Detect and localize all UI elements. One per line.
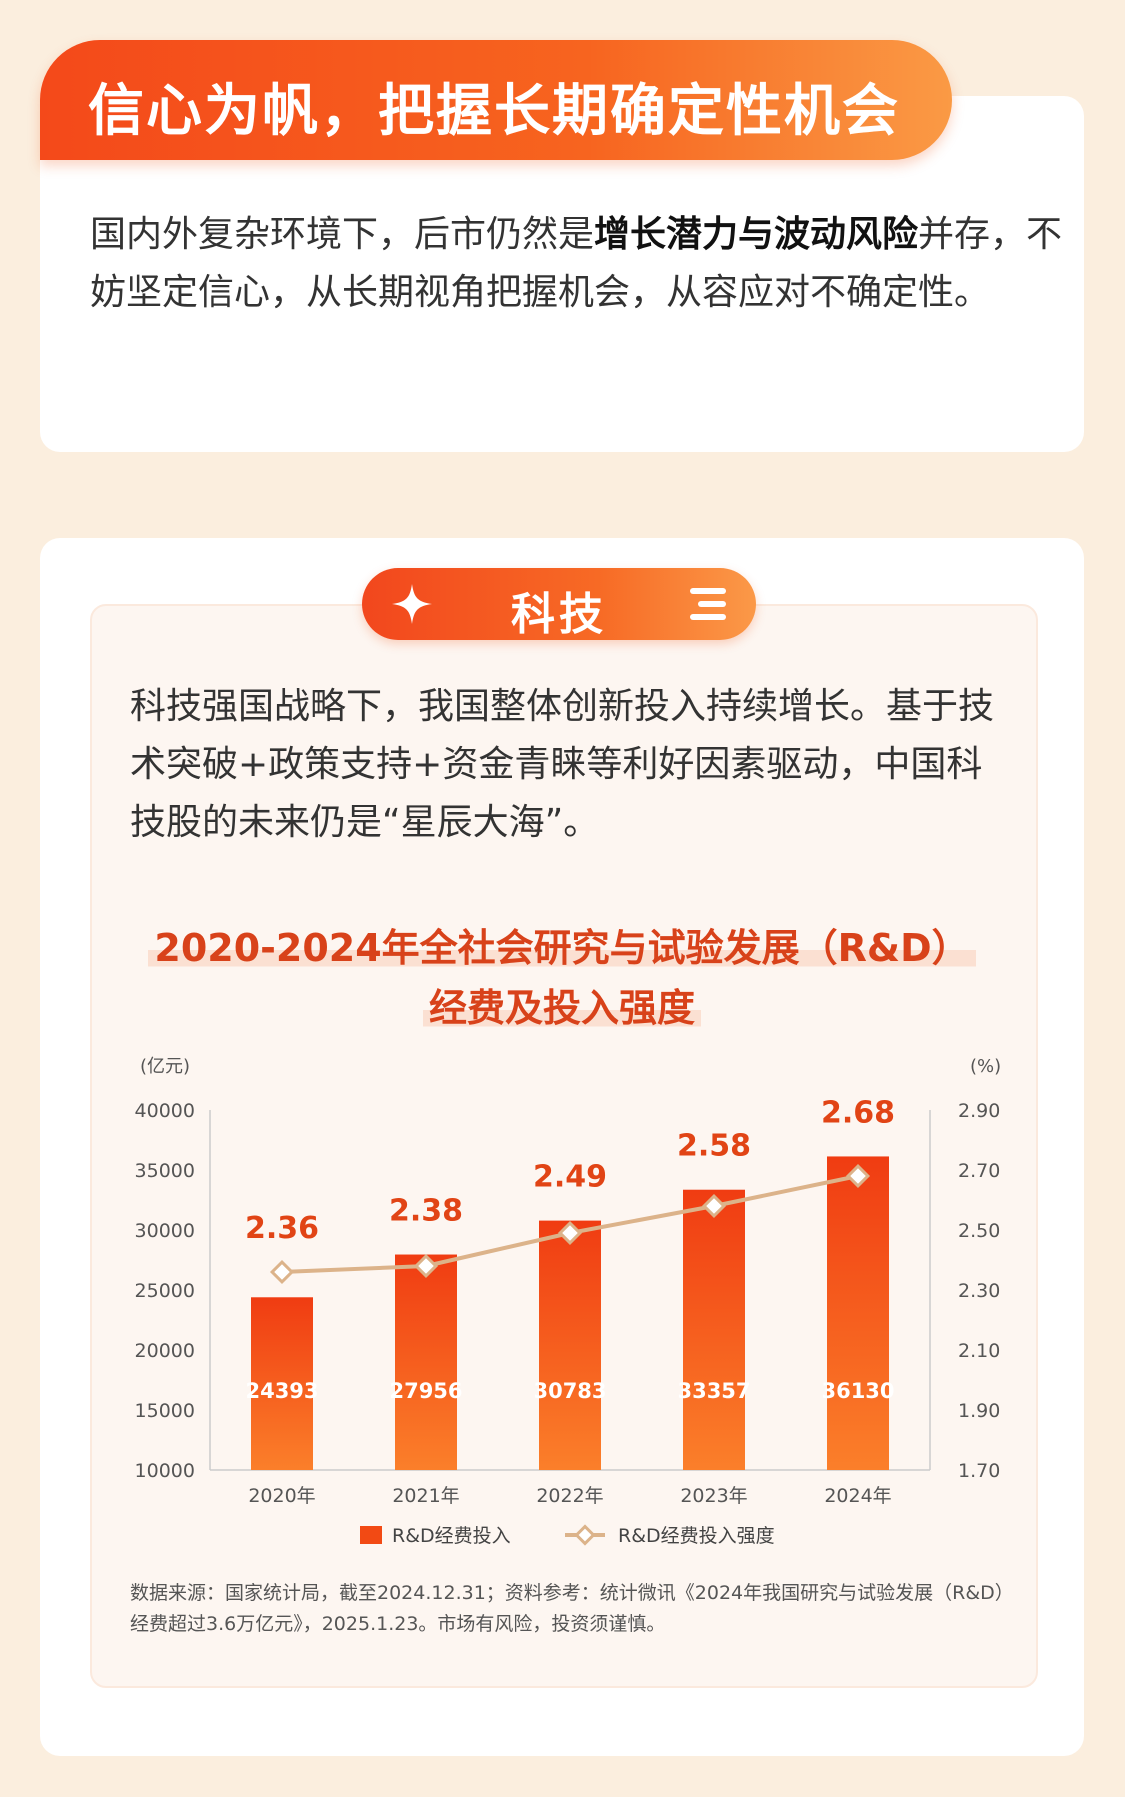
right-tick-label: 2.30 <box>958 1280 1000 1302</box>
left-tick-label: 35000 <box>135 1160 195 1182</box>
right-tick-label: 2.10 <box>958 1340 1000 1362</box>
x-tick-label: 2020年 <box>248 1485 315 1507</box>
point-value-label: 2.68 <box>821 1095 895 1130</box>
bar <box>539 1220 601 1470</box>
section-pill: 科技 <box>362 568 756 640</box>
legend-bar-swatch <box>360 1526 382 1544</box>
bar-value-label: 33357 <box>677 1379 750 1403</box>
x-tick-label: 2024年 <box>824 1485 891 1507</box>
x-tick-label: 2021年 <box>392 1485 459 1507</box>
bar <box>251 1297 313 1470</box>
right-tick-label: 1.90 <box>958 1400 1000 1422</box>
point-value-label: 2.58 <box>677 1129 751 1164</box>
intro-text: 国内外复杂环境下，后市仍然是增长潜力与波动风险并存，不妨坚定信心，从长期视角把握… <box>90 206 1080 322</box>
bar-value-label: 30783 <box>533 1379 606 1403</box>
chart-title-line1: 2020-2024年全社会研究与试验发展（R&D） <box>148 926 976 970</box>
title-banner: 信心为帆，把握长期确定性机会 <box>40 40 952 160</box>
section-title: 科技 <box>511 589 607 640</box>
point-value-label: 2.49 <box>533 1160 607 1195</box>
left-tick-label: 30000 <box>135 1220 195 1242</box>
x-tick-label: 2022年 <box>536 1485 603 1507</box>
line-point <box>701 1193 727 1219</box>
chart-title: 2020-2024年全社会研究与试验发展（R&D） 经费及投入强度 <box>40 918 1084 1038</box>
left-tick-label: 40000 <box>135 1100 195 1122</box>
tech-panel <box>90 604 1038 1688</box>
line-point <box>845 1163 871 1189</box>
page-title: 信心为帆，把握长期确定性机会 <box>88 79 900 144</box>
bar <box>395 1254 457 1470</box>
right-tick-label: 1.70 <box>958 1460 1000 1482</box>
bar <box>827 1156 889 1470</box>
sparkle-icon <box>392 584 432 624</box>
bar-value-label: 36130 <box>821 1379 894 1403</box>
legend-bar-label: R&D经费投入 <box>392 1525 511 1547</box>
source-note: 数据来源：国家统计局，截至2024.12.31；资料参考：统计微讯《2024年我… <box>130 1582 1005 1635</box>
line-point <box>413 1253 439 1279</box>
line-point <box>269 1259 295 1285</box>
legend-line-label: R&D经费投入强度 <box>618 1525 775 1547</box>
left-axis-unit: (亿元) <box>140 1056 190 1077</box>
bar <box>683 1189 745 1470</box>
bar-value-label: 27956 <box>389 1379 462 1403</box>
right-tick-label: 2.90 <box>958 1100 1000 1122</box>
bar-value-label: 24393 <box>245 1379 318 1403</box>
legend-line-marker <box>574 1524 596 1546</box>
right-tick-label: 2.50 <box>958 1220 1000 1242</box>
point-value-label: 2.36 <box>245 1211 319 1246</box>
intro-text-end: 并存，不妨坚定信心，从长期视角把握机会，从容应对不确定性。 <box>90 214 1063 313</box>
x-tick-label: 2023年 <box>680 1485 747 1507</box>
tech-card: 科技 科技强国战略下，我国整体创新投入持续增长。基于技术突破+政策支持+资金青睐… <box>40 538 1084 1756</box>
left-tick-label: 25000 <box>135 1280 195 1302</box>
intro-text-start: 国内外复杂环境下，后市仍然是 <box>90 214 595 255</box>
rd-chart: (亿元) (%) 10000 15000 20000 25000 30000 35000 4… <box>135 1056 1002 1547</box>
intro-highlight: 增长潜力与波动风险 <box>594 214 919 255</box>
left-tick-label: 20000 <box>135 1340 195 1362</box>
chart-title-line2: 经费及投入强度 <box>422 986 701 1030</box>
legend: R&D经费投入 R&D经费投入强度 <box>360 1524 775 1547</box>
right-tick-label: 2.70 <box>958 1160 1000 1182</box>
line-point <box>557 1220 583 1246</box>
right-axis-unit: (%) <box>970 1056 1001 1077</box>
section-text: 科技强国战略下，我国整体创新投入持续增长。基于技术突破+政策支持+资金青睐等利好… <box>130 686 995 843</box>
left-tick-label: 10000 <box>135 1460 195 1482</box>
left-tick-label: 15000 <box>135 1400 195 1422</box>
point-value-label: 2.38 <box>389 1194 463 1229</box>
stripes-icon <box>690 588 726 620</box>
